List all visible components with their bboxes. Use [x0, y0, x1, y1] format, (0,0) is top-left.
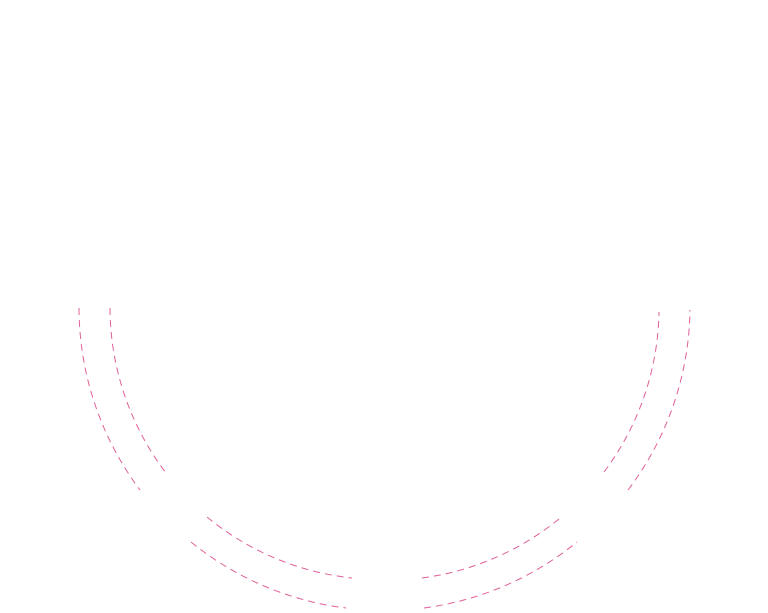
outer-arc-segment — [78, 307, 141, 491]
outer-arc — [78, 307, 691, 609]
inner-arc-segment — [109, 307, 167, 474]
inner-arc — [109, 307, 660, 579]
inner-arc-segment — [206, 516, 353, 579]
inner-arc-segment — [421, 518, 560, 579]
outer-arc-segment — [423, 541, 578, 609]
outer-arc-segment — [190, 541, 347, 609]
inner-arc-segment — [603, 311, 660, 473]
outer-arc-segment — [627, 309, 691, 491]
